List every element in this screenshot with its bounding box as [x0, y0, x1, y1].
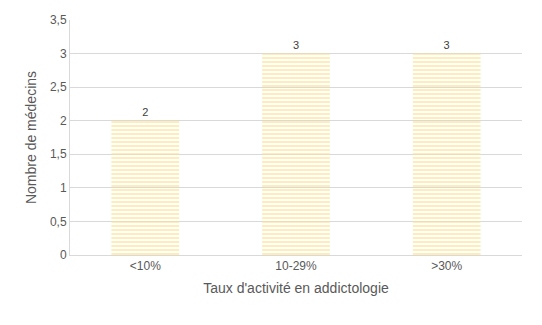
svg-text:0,5: 0,5 [50, 215, 67, 229]
svg-text:3: 3 [60, 47, 67, 61]
svg-text:Taux d'activité en addictologi: Taux d'activité en addictologie [203, 280, 389, 296]
svg-text:Nombre de médecins: Nombre de médecins [23, 71, 39, 204]
svg-text:1: 1 [60, 181, 67, 195]
svg-text:2: 2 [142, 106, 148, 118]
svg-text:>30%: >30% [431, 259, 462, 273]
svg-text:3: 3 [444, 39, 450, 51]
svg-text:2,5: 2,5 [50, 80, 67, 94]
svg-text:10-29%: 10-29% [275, 259, 317, 273]
svg-text:3,5: 3,5 [50, 13, 67, 27]
svg-text:0: 0 [60, 248, 67, 262]
svg-text:1,5: 1,5 [50, 147, 67, 161]
svg-text:2: 2 [60, 114, 67, 128]
svg-text:<10%: <10% [130, 259, 161, 273]
svg-text:3: 3 [293, 39, 299, 51]
